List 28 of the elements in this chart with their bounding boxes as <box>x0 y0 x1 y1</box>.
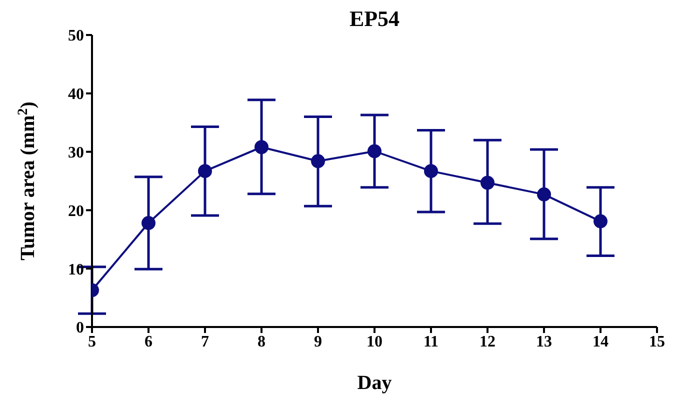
y-tick-label: 20 <box>68 202 84 220</box>
point <box>142 216 156 230</box>
x-tick-label: 9 <box>314 333 322 350</box>
x-tick-label: 5 <box>88 333 96 350</box>
x-tick-label: 11 <box>423 333 439 350</box>
point <box>198 164 212 178</box>
y-tick-label: 10 <box>68 261 84 278</box>
x-axis-title: Day <box>357 372 392 394</box>
point <box>368 144 382 158</box>
y-tick-label: 0 <box>76 320 84 337</box>
point <box>594 214 608 228</box>
y-tick-label: 40 <box>68 86 84 104</box>
point <box>537 187 551 202</box>
point <box>311 154 325 168</box>
x-tick-label: 13 <box>536 333 552 350</box>
x-tick-label: 10 <box>366 333 382 350</box>
y-tick-label: 50 <box>68 28 84 45</box>
x-tick-label: 15 <box>649 333 665 350</box>
point <box>424 164 438 178</box>
y-tick-label: 30 <box>68 144 84 162</box>
x-tick-label: 12 <box>480 333 496 350</box>
x-tick-label: 8 <box>258 333 266 350</box>
chart-title: EP54 <box>348 6 401 32</box>
point <box>254 140 268 154</box>
x-tick-label: 14 <box>592 333 608 350</box>
x-tick-label: 6 <box>144 333 152 350</box>
point <box>480 176 494 190</box>
x-tick-label: 7 <box>201 333 209 350</box>
